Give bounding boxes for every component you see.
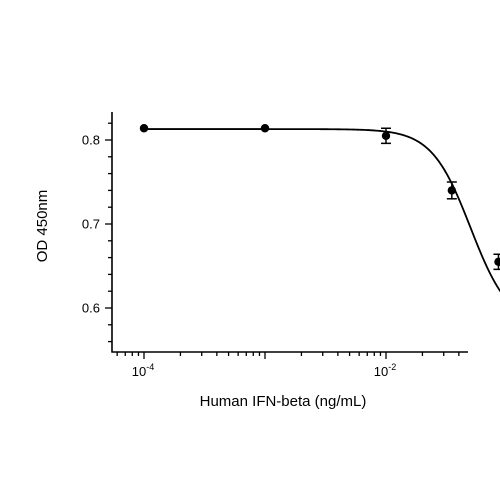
data-point <box>494 257 500 266</box>
y-axis-title: OD 450nm <box>34 190 51 263</box>
data-point <box>139 124 149 133</box>
y-tick-label: 0.8 <box>82 133 100 148</box>
data-point <box>260 124 270 133</box>
y-tick-label: 0.6 <box>82 301 100 316</box>
fit-curve <box>144 128 500 293</box>
x-tick-label: 10-4 <box>132 362 154 379</box>
data-point <box>381 131 391 140</box>
data-point <box>447 186 457 195</box>
y-tick-label: 0.7 <box>82 217 100 232</box>
x-axis-title: Human IFN-beta (ng/mL) <box>200 393 367 410</box>
x-tick-label: 10-2 <box>374 362 396 379</box>
